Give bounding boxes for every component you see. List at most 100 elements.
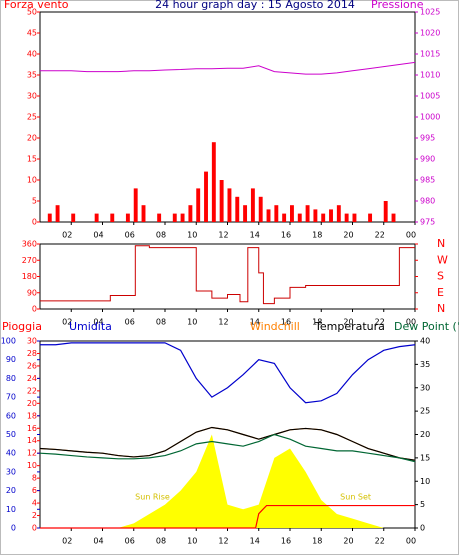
y-tick-label: 0 bbox=[420, 524, 425, 533]
x-tick-label: 16 bbox=[281, 318, 291, 327]
x-tick-label: 16 bbox=[281, 537, 291, 546]
wind-bar bbox=[47, 213, 52, 222]
y-tick-label: 12 bbox=[27, 449, 37, 458]
legend-label: Windchill bbox=[250, 320, 300, 333]
y-tick-label: 990 bbox=[420, 155, 435, 164]
wind-bar bbox=[274, 205, 279, 222]
y-tick-label: 22 bbox=[27, 386, 37, 395]
x-tick-label: 14 bbox=[250, 231, 260, 240]
y-tick-label: S bbox=[437, 270, 444, 283]
x-tick-label: 18 bbox=[312, 537, 322, 546]
y-tick-label: 20 bbox=[27, 399, 37, 408]
y-tick-label: 50 bbox=[27, 8, 37, 17]
wind-bar bbox=[243, 205, 248, 222]
wind-bar bbox=[305, 205, 310, 222]
wind-bar bbox=[157, 213, 162, 222]
y-tick-label: 975 bbox=[420, 218, 435, 227]
wind-bar bbox=[133, 188, 138, 222]
y-tick-label: 90 bbox=[27, 288, 37, 297]
x-tick-label: 14 bbox=[250, 537, 260, 546]
y-tick-label: 360 bbox=[22, 240, 37, 249]
wind-bar bbox=[180, 213, 185, 222]
y-tick-label: 25 bbox=[27, 113, 37, 122]
x-tick-label: 12 bbox=[218, 318, 228, 327]
y-tick-label: 40 bbox=[6, 449, 16, 458]
y-tick-label: 985 bbox=[420, 176, 435, 185]
wind-bar bbox=[321, 213, 326, 222]
legend-label: Dew Point (°C bbox=[394, 320, 459, 333]
x-tick-label: 06 bbox=[125, 318, 135, 327]
solar-area bbox=[40, 434, 415, 528]
y-tick-label: 180 bbox=[22, 272, 37, 281]
y-tick-label: 1005 bbox=[420, 92, 440, 101]
y-tick-label: 14 bbox=[27, 436, 37, 445]
wind-bar bbox=[235, 196, 240, 222]
x-tick-label: 08 bbox=[156, 537, 166, 546]
wind-bar bbox=[344, 213, 349, 222]
y-tick-label: 60 bbox=[6, 411, 16, 420]
wind-bar bbox=[336, 205, 341, 222]
y-tick-label: 45 bbox=[27, 29, 37, 38]
x-tick-label: 04 bbox=[93, 231, 103, 240]
wind-bar bbox=[290, 205, 294, 222]
x-tick-label: 06 bbox=[125, 537, 135, 546]
series-line bbox=[39, 433, 416, 463]
x-tick-label: 06 bbox=[125, 231, 135, 240]
x-tick-label: 02 bbox=[62, 537, 72, 546]
wind-bar bbox=[282, 213, 287, 222]
x-tick-label: 10 bbox=[187, 231, 197, 240]
x-tick-label: 14 bbox=[250, 318, 260, 327]
wind-bar bbox=[250, 188, 255, 222]
x-tick-label: 04 bbox=[93, 318, 103, 327]
annotation: Sun Rise bbox=[135, 493, 170, 502]
y-tick-label: 20 bbox=[6, 486, 16, 495]
y-tick-label: 100 bbox=[1, 337, 16, 346]
x-tick-label: 16 bbox=[281, 231, 291, 240]
x-tick-label: 20 bbox=[343, 231, 353, 240]
wind-bar bbox=[141, 205, 146, 222]
y-tick-label: 50 bbox=[6, 430, 16, 439]
x-tick-label: 08 bbox=[156, 231, 166, 240]
y-tick-label: 5 bbox=[420, 500, 425, 509]
x-tick-label: 20 bbox=[343, 318, 353, 327]
y-tick-label: 1010 bbox=[420, 71, 440, 80]
wind-bar bbox=[110, 213, 115, 222]
x-tick-label: 10 bbox=[187, 318, 197, 327]
y-tick-label: 15 bbox=[27, 155, 37, 164]
y-tick-label: 30 bbox=[420, 383, 430, 392]
y-tick-label: 15 bbox=[420, 453, 430, 462]
series-line bbox=[40, 504, 415, 529]
y-tick-label: 1025 bbox=[420, 8, 440, 17]
y-tick-label: 1015 bbox=[420, 50, 440, 59]
y-tick-label: 70 bbox=[6, 393, 16, 402]
x-tick-label: 02 bbox=[62, 318, 72, 327]
wind-bar bbox=[368, 213, 373, 222]
annotation: Sun Set bbox=[340, 493, 371, 502]
y-tick-label: 30 bbox=[6, 467, 16, 476]
wind-bar bbox=[211, 142, 216, 222]
direction-line bbox=[40, 245, 415, 305]
y-tick-label: 40 bbox=[420, 337, 430, 346]
y-tick-label: 80 bbox=[6, 374, 16, 383]
chart-title: 24 hour graph day : 15 Agosto 2014 bbox=[155, 0, 355, 11]
y-tick-label: 28 bbox=[27, 349, 37, 358]
wind-bar bbox=[258, 196, 263, 222]
y-tick-label: 0 bbox=[32, 218, 37, 227]
legend-label: Pioggia bbox=[2, 320, 42, 333]
y-tick-label: N bbox=[437, 237, 445, 250]
series-line bbox=[40, 61, 416, 75]
y-tick-label: W bbox=[437, 253, 448, 266]
x-tick-label: 00 bbox=[406, 537, 416, 546]
y-tick-label: 18 bbox=[27, 411, 37, 420]
x-tick-label: 22 bbox=[375, 231, 385, 240]
x-tick-label: 18 bbox=[312, 231, 322, 240]
wind-bar bbox=[172, 213, 177, 222]
y-tick-label: 1020 bbox=[420, 29, 440, 38]
y-axis-label: Forza vento bbox=[4, 0, 69, 11]
wind-bar bbox=[313, 209, 318, 222]
x-tick-label: 12 bbox=[218, 537, 228, 546]
wind-bar bbox=[71, 213, 76, 222]
y-tick-label: 40 bbox=[27, 50, 37, 59]
